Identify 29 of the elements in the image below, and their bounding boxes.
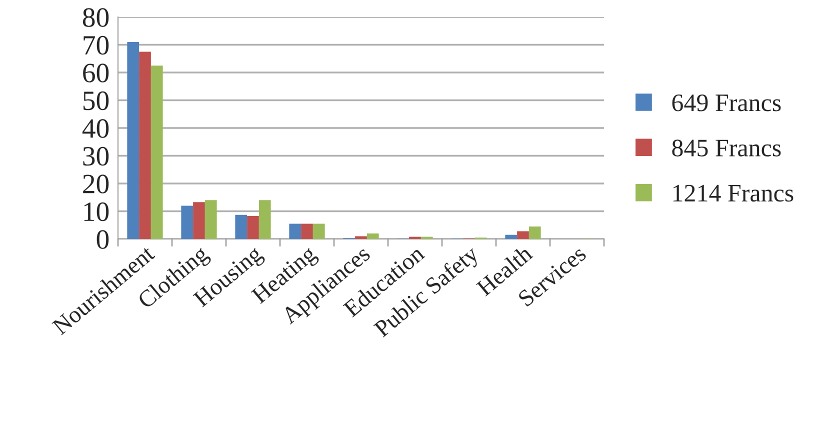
bar [204,200,217,239]
bar [258,200,271,239]
y-tick-label: 80 [82,8,109,27]
y-tick-label: 50 [84,91,109,110]
bar [312,224,325,239]
bar [247,216,259,239]
bar [505,234,518,239]
bar [517,231,529,239]
bar [193,202,205,239]
y-tick-label: 70 [84,36,109,55]
bar [355,236,367,239]
bar [366,233,379,239]
bar [235,214,248,239]
y-tick-label: 0 [96,230,109,249]
bar [127,42,140,239]
legend-label: 649 Francs [672,94,781,112]
y-tick-label: 40 [82,119,109,138]
y-tick-label: 10 [84,202,109,222]
bar [181,206,194,239]
y-tick-label: 20 [83,174,109,194]
bar [301,224,313,239]
bar [289,224,302,239]
bar [528,226,541,239]
legend-label: 1214 Francs [673,184,794,202]
bar [139,52,151,239]
bar [150,66,163,239]
y-tick-label: 30 [83,146,109,166]
legend-label: 845 Francs [672,140,781,156]
y-tick-label: 60 [83,64,109,82]
